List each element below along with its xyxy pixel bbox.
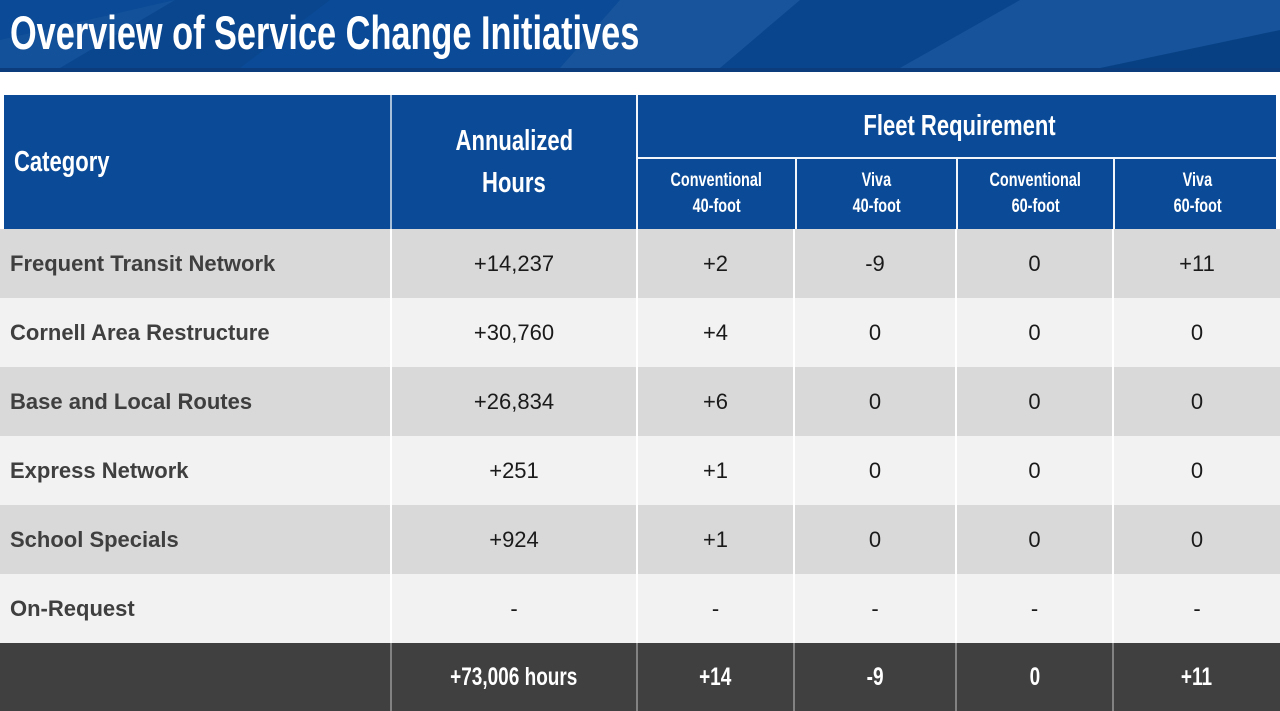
cell-viva-40: 0: [793, 505, 955, 574]
cell-total-viva-60: +11: [1112, 643, 1280, 711]
cell-annualized-hours: +14,237: [390, 229, 636, 298]
cell-conventional-40: +1: [636, 505, 793, 574]
cell-conventional-40: +6: [636, 367, 793, 436]
cell-conventional-60: 0: [955, 229, 1112, 298]
fleet-requirement-group-header: Fleet Requirement: [638, 95, 1280, 159]
cell-viva-60: +11: [1112, 229, 1280, 298]
column-header-conventional-60: Conventional 60-foot: [956, 159, 1113, 229]
table-row: On-Request - - - - -: [0, 574, 1280, 643]
column-header-annualized-hours: Annualized Hours: [390, 95, 636, 229]
column-header-viva-40: Viva 40-foot: [794, 159, 957, 229]
cell-viva-60: 0: [1112, 298, 1280, 367]
cell-conventional-60: 0: [955, 436, 1112, 505]
cell-viva-60: 0: [1112, 367, 1280, 436]
cell-category: Frequent Transit Network: [10, 250, 276, 276]
table-row: Express Network +251 +1 0 0 0: [0, 436, 1280, 505]
column-header-category: Category: [14, 145, 110, 178]
cell-annualized-hours: +30,760: [390, 298, 636, 367]
cell-total-conventional-40: +14: [636, 643, 793, 711]
cell-viva-40: -: [793, 574, 955, 643]
cell-conventional-40: +2: [636, 229, 793, 298]
cell-viva-40: -9: [793, 229, 955, 298]
table-header: Category Annualized Hours Fleet Requirem…: [0, 95, 1280, 229]
table-row: Base and Local Routes +26,834 +6 0 0 0: [0, 367, 1280, 436]
cell-viva-40: 0: [793, 436, 955, 505]
cell-conventional-40: +1: [636, 436, 793, 505]
banner-triangle-pattern: [0, 0, 1280, 68]
cell-category: On-Request: [10, 595, 135, 621]
table-total-row: +73,006 hours +14 -9 0 +11: [0, 643, 1280, 711]
cell-annualized-hours: -: [390, 574, 636, 643]
service-change-table: Category Annualized Hours Fleet Requirem…: [0, 95, 1280, 711]
cell-total-viva-40: -9: [793, 643, 955, 711]
cell-category: [0, 643, 390, 711]
cell-conventional-60: -: [955, 574, 1112, 643]
cell-viva-40: 0: [793, 298, 955, 367]
cell-viva-40: 0: [793, 367, 955, 436]
cell-conventional-60: 0: [955, 298, 1112, 367]
table-row: Cornell Area Restructure +30,760 +4 0 0 …: [0, 298, 1280, 367]
cell-conventional-40: +4: [636, 298, 793, 367]
cell-annualized-hours: +26,834: [390, 367, 636, 436]
title-banner: Overview of Service Change Initiatives: [0, 0, 1280, 72]
table-row: Frequent Transit Network +14,237 +2 -9 0…: [0, 229, 1280, 298]
cell-total-hours: +73,006 hours: [390, 643, 636, 711]
cell-category: Cornell Area Restructure: [10, 319, 270, 345]
cell-viva-60: 0: [1112, 436, 1280, 505]
banner-spacer: [0, 72, 1280, 95]
cell-annualized-hours: +251: [390, 436, 636, 505]
cell-category: School Specials: [10, 526, 179, 552]
fleet-subheaders: Conventional 40-foot Viva 40-foot Conven…: [638, 159, 1280, 229]
cell-viva-60: -: [1112, 574, 1280, 643]
cell-total-conventional-60: 0: [955, 643, 1112, 711]
cell-viva-60: 0: [1112, 505, 1280, 574]
column-group-fleet-requirement: Fleet Requirement Conventional 40-foot V…: [636, 95, 1280, 229]
cell-conventional-40: -: [636, 574, 793, 643]
cell-conventional-60: 0: [955, 367, 1112, 436]
cell-conventional-60: 0: [955, 505, 1112, 574]
cell-annualized-hours: +924: [390, 505, 636, 574]
column-header-viva-60: Viva 60-foot: [1112, 159, 1280, 229]
cell-category: Express Network: [10, 457, 189, 483]
cell-category: Base and Local Routes: [10, 388, 253, 414]
slide-title: Overview of Service Change Initiatives: [10, 6, 640, 59]
column-header-conventional-40: Conventional 40-foot: [670, 170, 762, 217]
table-row: School Specials +924 +1 0 0 0: [0, 505, 1280, 574]
